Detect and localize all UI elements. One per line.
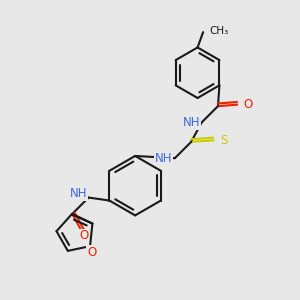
Text: NH: NH [70, 188, 87, 200]
Text: CH₃: CH₃ [210, 26, 229, 36]
Text: O: O [80, 229, 89, 242]
Text: O: O [244, 98, 253, 111]
Text: S: S [220, 134, 227, 147]
Text: O: O [87, 246, 96, 259]
Text: NH: NH [155, 152, 172, 165]
Text: NH: NH [183, 116, 200, 129]
